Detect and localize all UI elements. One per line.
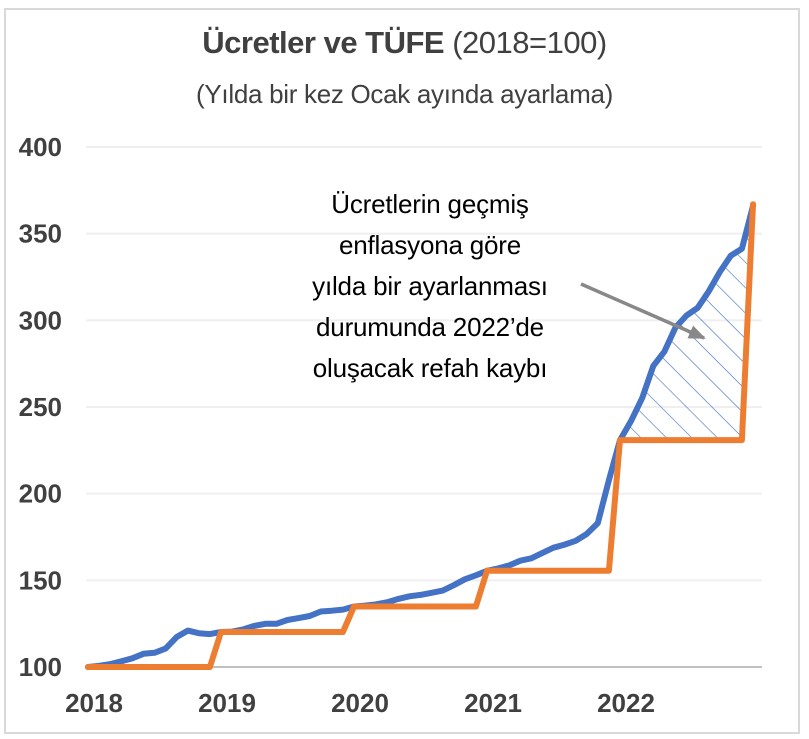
y-tick-label: 400 xyxy=(19,132,62,162)
x-tick-label: 2018 xyxy=(65,688,123,718)
annotation-line: Ücretlerin geçmiş xyxy=(331,189,529,219)
y-tick-label: 200 xyxy=(19,479,62,509)
y-tick-label: 350 xyxy=(19,219,62,249)
welfare-loss-hatch-region xyxy=(620,205,753,441)
annotation-line: durumunda 2022’de xyxy=(316,312,544,342)
y-tick-label: 250 xyxy=(19,392,62,422)
y-tick-label: 300 xyxy=(19,305,62,335)
chart-subtitle: (Yılda bir kez Ocak ayında ayarlama) xyxy=(196,79,613,109)
welfare-loss-annotation: Ücretlerin geçmiş enflasyona göre yılda … xyxy=(263,184,597,389)
x-tick-label: 2020 xyxy=(331,688,389,718)
x-tick-label: 2022 xyxy=(597,688,655,718)
tufe-line xyxy=(85,202,756,670)
annotation-line: yılda bir ayarlanması xyxy=(312,271,548,301)
x-tick-label: 2021 xyxy=(464,688,522,718)
chart-title-bold: Ücretler ve TÜFE xyxy=(202,25,445,60)
x-tick-label: 2019 xyxy=(198,688,256,718)
y-tick-label: 100 xyxy=(19,652,62,682)
annotation-arrow xyxy=(580,282,706,340)
annotation-line: oluşacak refah kaybı xyxy=(312,353,548,383)
wage-step-line xyxy=(85,201,756,670)
annotation-line: enflasyona göre xyxy=(338,230,522,260)
y-tick-label: 150 xyxy=(19,565,62,595)
chart-title-suffix: (2018=100) xyxy=(444,25,607,60)
chart-title: Ücretler ve TÜFE (2018=100) xyxy=(0,25,809,61)
